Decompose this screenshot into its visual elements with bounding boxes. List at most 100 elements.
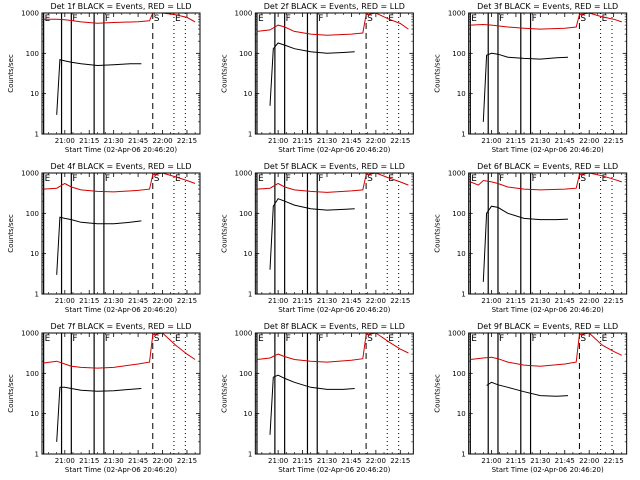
y-tick-label: 10	[30, 410, 39, 418]
x-tick-label: 21:15	[292, 137, 312, 145]
chart-title: Det 1f BLACK = Events, RED = LLD	[50, 2, 191, 11]
x-axis-label: Start Time (02-Apr-06 20:46:20)	[65, 466, 177, 474]
x-tick-label: 21:30	[530, 137, 550, 145]
event-marker-label: F	[72, 14, 77, 24]
x-axis-label: Start Time (02-Apr-06 20:46:20)	[278, 306, 390, 314]
y-tick-label: 1	[248, 291, 252, 299]
event-marker-label: E	[602, 14, 608, 24]
x-axis-label: Start Time (02-Apr-06 20:46:20)	[65, 306, 177, 314]
event-marker-label: E	[602, 174, 608, 184]
y-axis-label: Counts/sec	[7, 214, 15, 253]
y-axis-label: Counts/sec	[434, 214, 442, 253]
x-tick-label: 21:15	[79, 457, 99, 465]
chart-panel: Det 7f BLACK = Events, RED = LLD 1 10 100 10…	[7, 322, 201, 474]
x-tick-label: 22:00	[579, 457, 599, 465]
chart-panel: Det 3f BLACK = Events, RED = LLD 1 10 100 10…	[434, 2, 628, 154]
plot-frame	[468, 12, 628, 135]
event-marker-label: F	[499, 334, 504, 344]
event-marker-label: F	[318, 174, 323, 184]
plot-frame	[468, 332, 628, 455]
x-tick-label: 22:15	[177, 457, 197, 465]
lld-series-line	[470, 332, 623, 367]
x-tick-label: 21:15	[506, 457, 526, 465]
x-tick-label: 21:00	[268, 457, 288, 465]
x-tick-label: 21:45	[341, 137, 361, 145]
x-tick-label: 21:30	[104, 137, 124, 145]
events-series-line	[482, 52, 569, 122]
event-marker-label: S	[367, 334, 373, 344]
event-marker-label: F	[318, 334, 323, 344]
chart-title: Det 4f BLACK = Events, RED = LLD	[50, 162, 191, 171]
y-tick-label: 1	[35, 291, 39, 299]
x-tick-label: 21:45	[555, 297, 575, 305]
y-tick-label: 10	[457, 250, 466, 258]
lld-series-line	[256, 172, 409, 193]
x-tick-label: 21:15	[292, 457, 312, 465]
x-tick-label: 21:45	[555, 457, 575, 465]
y-tick-label: 100	[452, 210, 465, 218]
y-tick-label: 1	[35, 131, 39, 139]
x-tick-label: 21:30	[104, 297, 124, 305]
event-marker-label: E	[388, 14, 394, 24]
x-tick-label: 22:00	[579, 297, 599, 305]
chart-title: Det 8f BLACK = Events, RED = LLD	[264, 322, 405, 331]
event-marker-label: E	[602, 334, 608, 344]
plot-frame	[468, 172, 628, 295]
x-tick-label: 22:15	[390, 297, 410, 305]
plot-frame	[254, 332, 414, 455]
y-tick-label: 1000	[21, 330, 39, 338]
y-axis-label: Counts/sec	[7, 54, 15, 93]
x-tick-label: 21:00	[55, 297, 75, 305]
chart-title: Det 2f BLACK = Events, RED = LLD	[264, 2, 405, 11]
events-series-line	[56, 386, 142, 442]
x-tick-label: 22:00	[366, 457, 386, 465]
y-tick-label: 10	[30, 90, 39, 98]
chart-title: Det 3f BLACK = Events, RED = LLD	[477, 2, 618, 11]
event-marker-label: F	[105, 334, 110, 344]
event-marker-label: F	[286, 174, 291, 184]
chart-title: Det 7f BLACK = Events, RED = LLD	[50, 322, 191, 331]
lld-series-line	[43, 332, 196, 369]
x-tick-label: 21:45	[341, 297, 361, 305]
chart-panel: Det 4f BLACK = Events, RED = LLD 1 10 100 10…	[7, 162, 201, 314]
plot-frame	[254, 172, 414, 295]
event-marker-label: E	[175, 14, 181, 24]
x-tick-label: 21:00	[268, 137, 288, 145]
y-tick-label: 100	[452, 50, 465, 58]
x-tick-label: 21:30	[104, 457, 124, 465]
chart-panel: Det 9f BLACK = Events, RED = LLD 1 10 100 10…	[434, 322, 628, 474]
event-marker-label: S	[580, 334, 586, 344]
y-tick-label: 10	[457, 410, 466, 418]
event-marker-label: F	[105, 174, 110, 184]
event-marker-label: F	[499, 174, 504, 184]
x-tick-label: 21:15	[79, 297, 99, 305]
events-series-line	[269, 198, 355, 270]
events-series-line	[56, 216, 142, 275]
y-tick-label: 1	[461, 451, 465, 459]
x-tick-label: 22:15	[604, 297, 624, 305]
event-marker-label: S	[367, 14, 373, 24]
event-marker-label: F	[532, 174, 537, 184]
x-tick-label: 22:15	[604, 137, 624, 145]
y-tick-label: 100	[26, 50, 39, 58]
event-marker-label: E	[45, 334, 51, 344]
x-tick-label: 21:00	[55, 137, 75, 145]
x-tick-label: 21:00	[481, 457, 501, 465]
event-marker-label: E	[45, 174, 51, 184]
x-tick-label: 21:30	[317, 137, 337, 145]
lld-series-line	[470, 12, 622, 30]
events-series-line	[269, 374, 355, 435]
event-marker-label: S	[580, 174, 586, 184]
x-tick-label: 21:45	[128, 297, 148, 305]
x-tick-label: 22:15	[604, 457, 624, 465]
y-axis-label: Counts/sec	[220, 54, 228, 93]
events-series-line	[486, 381, 569, 397]
x-tick-label: 22:15	[390, 137, 410, 145]
y-tick-label: 1000	[21, 170, 39, 178]
chart-panel: Det 2f BLACK = Events, RED = LLD 1 10 100 10…	[220, 2, 414, 154]
y-tick-label: 100	[26, 210, 39, 218]
y-tick-label: 1000	[448, 330, 466, 338]
chart-panel: Det 5f BLACK = Events, RED = LLD 1 10 100 10…	[220, 162, 414, 314]
y-tick-label: 100	[239, 50, 252, 58]
